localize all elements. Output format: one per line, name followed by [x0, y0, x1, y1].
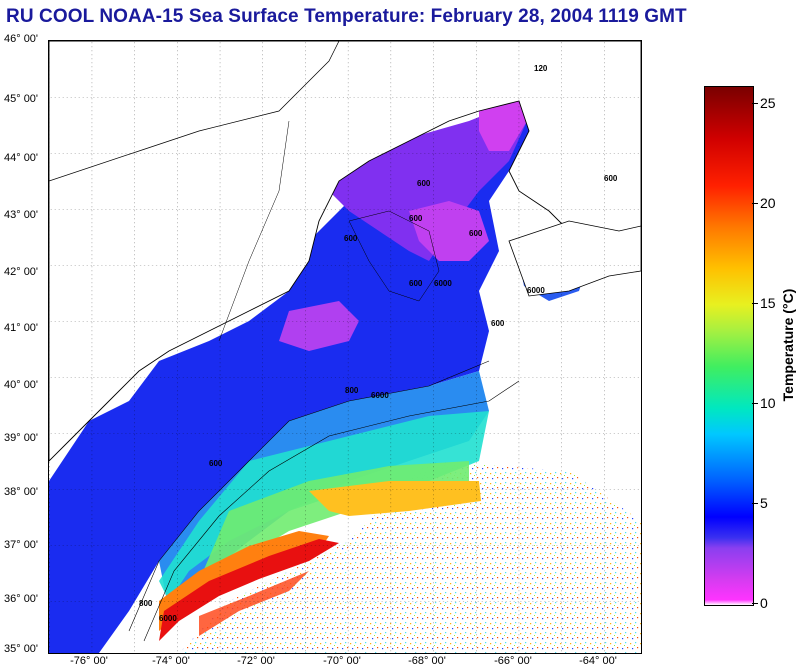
colorbar-tick	[752, 603, 758, 604]
colorbar-label-15: 15	[760, 295, 776, 311]
colorbar-tick	[752, 503, 758, 504]
bathy-label: 600	[344, 234, 358, 243]
lon-label-66: -66° 00'	[494, 655, 532, 667]
lon-label-74: -74° 00'	[152, 655, 190, 667]
map-title: RU COOL NOAA-15 Sea Surface Temperature:…	[6, 6, 687, 27]
colorbar-title: Temperature (°C)	[780, 288, 796, 402]
colorbar-label-10: 10	[760, 395, 776, 411]
lat-label-38: 38° 00'	[4, 486, 39, 498]
lon-label-76: -76° 00'	[70, 655, 108, 667]
bathy-label: 600	[491, 319, 505, 328]
lat-label-39: 39° 00'	[4, 432, 39, 444]
bathy-label: 6000	[371, 391, 389, 400]
colorbar-label-5: 5	[760, 495, 768, 511]
bathy-label: 600	[417, 179, 431, 188]
colorbar-label-25: 25	[760, 95, 776, 111]
temperature-colorbar	[704, 86, 754, 606]
bathy-label: 600	[604, 174, 618, 183]
bathy-label: 120	[534, 64, 548, 73]
sst-map[interactable]: 600 600 600 600 600 600 600 800 6000 600…	[48, 40, 642, 654]
bathy-label: 600	[209, 459, 223, 468]
lat-label-36: 36° 00'	[4, 593, 39, 605]
lat-label-42: 42° 00'	[4, 266, 39, 278]
lat-label-37: 37° 00'	[4, 539, 39, 551]
lat-label-46: 46° 00'	[4, 33, 39, 45]
bathy-label: 800	[345, 386, 359, 395]
lon-label-72: -72° 00'	[237, 655, 275, 667]
lon-label-70: -70° 00'	[323, 655, 361, 667]
graticule	[49, 41, 641, 653]
colorbar-tick	[752, 303, 758, 304]
colorbar-tick	[752, 403, 758, 404]
bathy-label: 6000	[159, 614, 177, 623]
colorbar-tick	[752, 103, 758, 104]
lat-label-43: 43° 00'	[4, 209, 39, 221]
bathy-label: 6000	[527, 286, 545, 295]
colorbar-tick	[752, 203, 758, 204]
bathy-label: 6000	[434, 279, 452, 288]
lat-label-45: 45° 00'	[4, 93, 39, 105]
bathy-label: 600	[469, 229, 483, 238]
lon-label-64: -64° 00'	[579, 655, 617, 667]
bathy-label: 600	[409, 279, 423, 288]
bathy-label: 600	[409, 214, 423, 223]
lat-label-35: 35° 00'	[4, 643, 39, 655]
lat-label-44: 44° 00'	[4, 152, 39, 164]
sst-map-graphic: 600 600 600 600 600 600 600 800 6000 600…	[49, 41, 641, 653]
lon-label-68: -68° 00'	[408, 655, 446, 667]
bathy-label: 800	[139, 599, 153, 608]
colorbar-label-20: 20	[760, 195, 776, 211]
colorbar-label-0: 0	[760, 595, 768, 611]
lat-label-40: 40° 00'	[4, 379, 39, 391]
lat-label-41: 41° 00'	[4, 322, 39, 334]
